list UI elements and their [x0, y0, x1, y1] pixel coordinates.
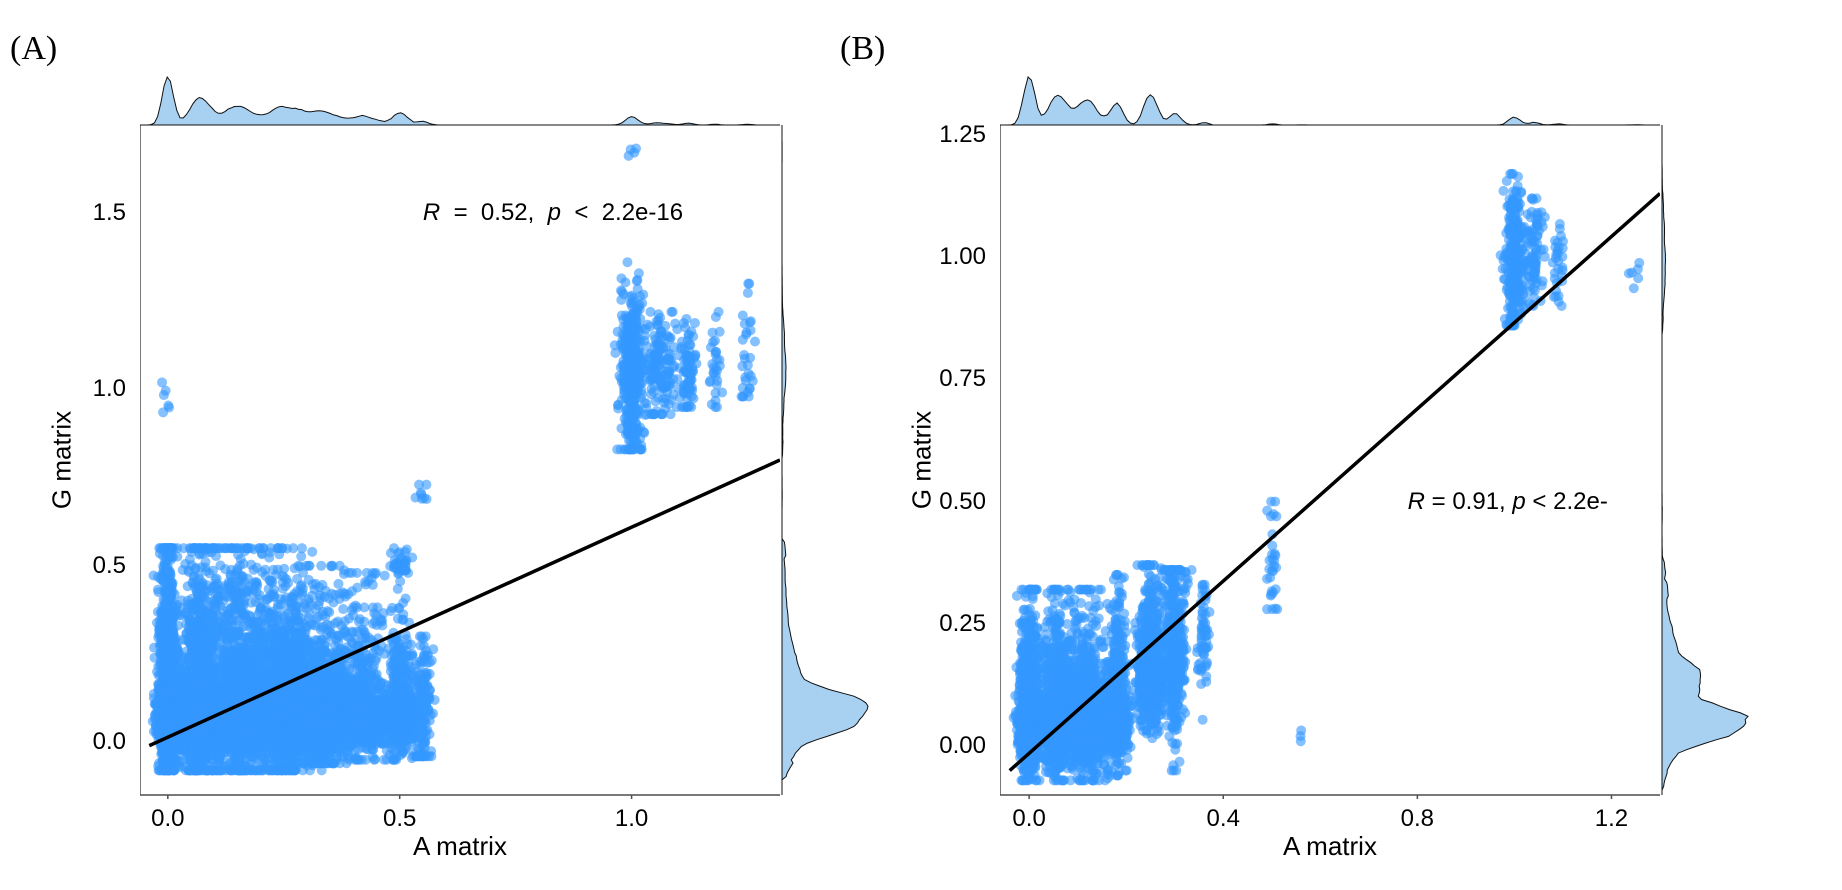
- panel-a-label: (A): [10, 30, 57, 68]
- marginal-right-density: [1662, 125, 1748, 795]
- x-tick-label: 0.5: [383, 805, 416, 833]
- panel-b-xlabel: A matrix: [1283, 831, 1377, 862]
- y-tick-label: 1.00: [938, 243, 986, 271]
- marginal-top-density: [140, 77, 780, 125]
- panel-b-plot: [1000, 75, 1754, 799]
- panel-b-label: (B): [840, 30, 885, 68]
- scatter-points: [148, 143, 760, 775]
- marginal-top-density: [1000, 77, 1660, 125]
- y-tick-label: 1.0: [90, 375, 126, 403]
- y-tick-label: 0.00: [938, 732, 986, 760]
- panel-b-annotation: R = 0.91, p < 2.2e-: [1408, 488, 1608, 516]
- panel-a-ylabel: G matrix: [47, 411, 78, 509]
- x-tick-label: 0.0: [151, 805, 184, 833]
- panel-a-annotation: R = 0.52, p < 2.2e-16: [423, 199, 683, 227]
- marginal-right-density: [782, 125, 868, 795]
- panel-b-ylabel: G matrix: [907, 411, 938, 509]
- figure: (A) (B) A matrix G matrix R = 0.52, p < …: [0, 0, 1842, 890]
- x-tick-label: 1.2: [1595, 805, 1628, 833]
- y-tick-label: 0.75: [938, 365, 986, 393]
- regression-line: [1010, 193, 1660, 770]
- x-tick-label: 0.4: [1207, 805, 1240, 833]
- panel-a-plot: [140, 75, 874, 799]
- y-tick-label: 0.50: [938, 488, 986, 516]
- y-tick-label: 0.5: [90, 552, 126, 580]
- y-tick-label: 0.0: [90, 728, 126, 756]
- x-tick-label: 0.8: [1401, 805, 1434, 833]
- y-tick-label: 1.5: [90, 199, 126, 227]
- y-tick-label: 0.25: [938, 610, 986, 638]
- y-tick-label: 1.25: [938, 121, 986, 149]
- x-tick-label: 0.0: [1012, 805, 1045, 833]
- panel-a-xlabel: A matrix: [413, 831, 507, 862]
- scatter-points: [1009, 169, 1645, 785]
- x-tick-label: 1.0: [615, 805, 648, 833]
